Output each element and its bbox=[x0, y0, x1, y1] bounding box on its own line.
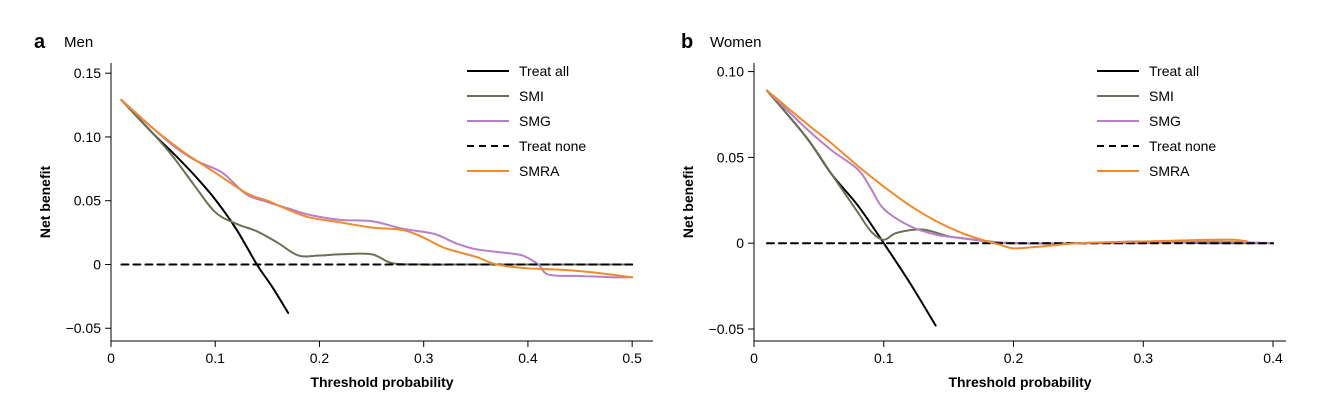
y-tick-label: 0.05 bbox=[74, 193, 101, 209]
chart-title: Women bbox=[710, 34, 761, 51]
y-tick-label: 0.10 bbox=[74, 129, 101, 145]
legend-label-treat-none: Treat none bbox=[1149, 138, 1216, 154]
chart-panel-b: b Women −0.05 0 0.05 0.10 0 0.1 0.2 0.3 0.4 Thresho… bbox=[680, 31, 1286, 390]
series-line-smra bbox=[120, 98, 634, 279]
legend: Treat all SMI SMG Treat none SMRA bbox=[467, 63, 586, 179]
y-tick-label: −0.05 bbox=[66, 320, 102, 336]
series-line-smi bbox=[765, 89, 1275, 245]
x-tick-label: 0 bbox=[750, 350, 758, 366]
series-line-treat-all bbox=[120, 98, 290, 314]
y-axis-label: Net benefit bbox=[680, 165, 696, 238]
x-axis-label: Threshold probability bbox=[948, 374, 1091, 390]
series-line-smg bbox=[765, 89, 1275, 245]
x-tick-label: 0.4 bbox=[1263, 350, 1283, 366]
chart-panel-a: a Men −0.05 0 0.05 0.10 0.15 0 0.1 0.2 0.3 0.4 0.5 Th… bbox=[34, 31, 653, 390]
legend-label-smg: SMG bbox=[519, 113, 551, 129]
series-line-treat-all bbox=[765, 89, 937, 327]
x-tick-label: 0.5 bbox=[622, 350, 642, 366]
legend-label-smi: SMI bbox=[519, 88, 544, 104]
legend-label-smra: SMRA bbox=[1149, 163, 1190, 179]
x-tick-label: 0 bbox=[107, 350, 115, 366]
legend: Treat all SMI SMG Treat none SMRA bbox=[1097, 63, 1216, 179]
x-tick-label: 0.4 bbox=[518, 350, 538, 366]
y-tick-label: 0 bbox=[93, 256, 101, 272]
series-line-smg bbox=[120, 98, 634, 279]
panel-letter: a bbox=[34, 31, 46, 53]
y-tick-label: 0.10 bbox=[717, 64, 744, 80]
panel-letter: b bbox=[681, 31, 693, 53]
legend-label-smg: SMG bbox=[1149, 113, 1181, 129]
x-tick-label: 0.1 bbox=[874, 350, 894, 366]
series-line-smra bbox=[765, 89, 1249, 250]
y-tick-label: 0.05 bbox=[717, 149, 744, 165]
legend-label-treat-none: Treat none bbox=[519, 138, 586, 154]
x-tick-label: 0.3 bbox=[414, 350, 434, 366]
x-tick-label: 0.2 bbox=[310, 350, 330, 366]
y-axis-label: Net benefit bbox=[37, 165, 53, 238]
y-tick-label: 0 bbox=[736, 235, 744, 251]
chart-title: Men bbox=[64, 34, 93, 51]
x-tick-label: 0.2 bbox=[1004, 350, 1024, 366]
legend-label-smra: SMRA bbox=[519, 163, 560, 179]
y-tick-label: 0.15 bbox=[74, 65, 101, 81]
legend-label-treat-all: Treat all bbox=[519, 63, 569, 79]
x-axis-label: Threshold probability bbox=[310, 374, 453, 390]
y-tick-label: −0.05 bbox=[709, 321, 745, 337]
legend-label-treat-all: Treat all bbox=[1149, 63, 1199, 79]
legend-label-smi: SMI bbox=[1149, 88, 1174, 104]
series-line-smi bbox=[120, 98, 634, 266]
x-tick-label: 0.3 bbox=[1134, 350, 1154, 366]
x-tick-label: 0.1 bbox=[205, 350, 225, 366]
